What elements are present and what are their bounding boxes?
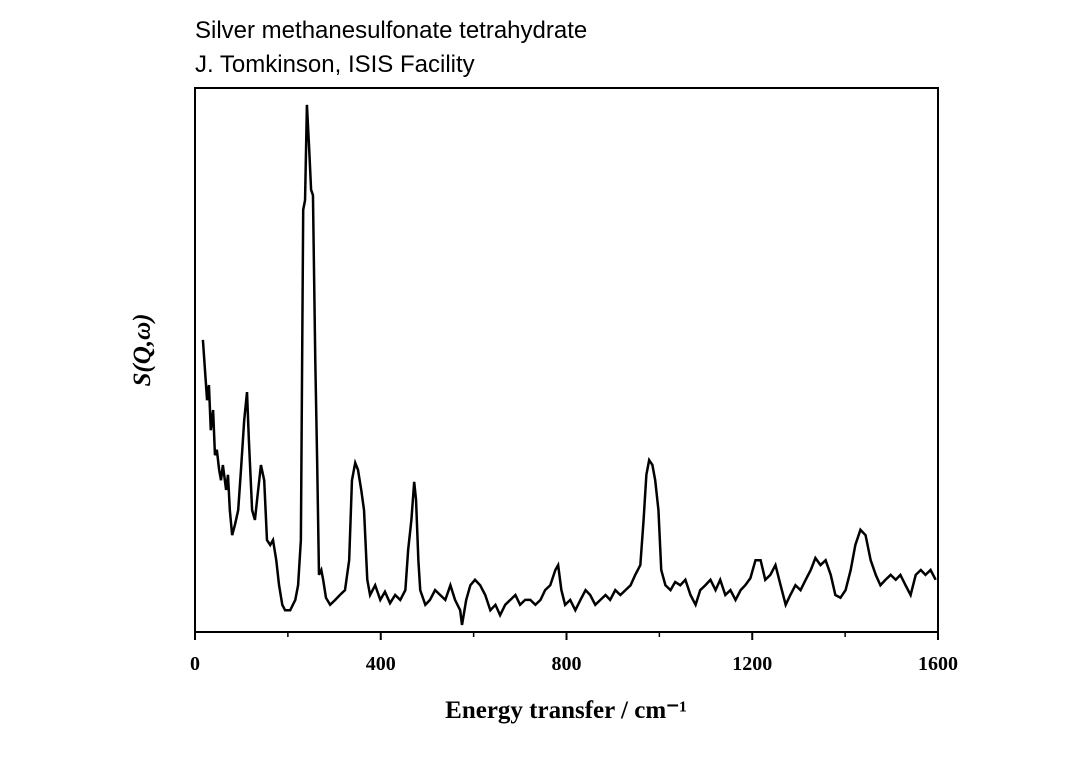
spectrum-line [201, 104, 937, 626]
chart-title: Silver methanesulfonate tetrahydrate [195, 17, 587, 44]
x-tick-label: 400 [366, 653, 396, 675]
x-tick-label: 1200 [732, 653, 772, 675]
y-axis-label: S(Q,ω) [129, 314, 156, 387]
chart-subtitle: J. Tomkinson, ISIS Facility [195, 51, 475, 78]
x-tick-label: 1600 [918, 653, 958, 675]
x-tick-label: 800 [552, 653, 582, 675]
x-axis-label: Energy transfer / cm⁻¹ [445, 697, 687, 724]
x-tick-label: 0 [190, 653, 200, 675]
